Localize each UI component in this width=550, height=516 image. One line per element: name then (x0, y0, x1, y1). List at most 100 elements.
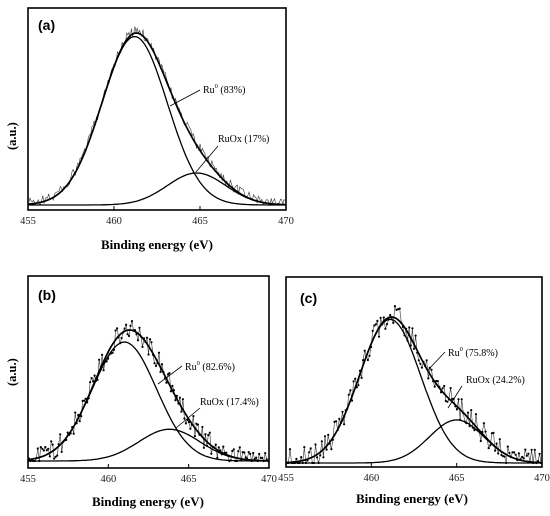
raw-data-point (538, 452, 541, 455)
raw-data-point (192, 415, 195, 418)
raw-data-point (255, 456, 258, 459)
raw-data-point (352, 380, 355, 383)
raw-data-point (524, 448, 527, 451)
raw-data-point (59, 433, 62, 436)
raw-data-point (264, 452, 267, 455)
raw-data-point (141, 345, 144, 348)
raw-data-point (479, 439, 482, 443)
raw-data-point (482, 422, 485, 425)
raw-data-point (116, 327, 119, 330)
raw-data-point (92, 380, 95, 383)
raw-data-point (382, 316, 385, 319)
raw-data-point (308, 451, 311, 454)
raw-data-point (111, 351, 114, 354)
raw-data-point (47, 447, 50, 450)
annotation-ru0-b: Ru0 (82.6%) (185, 360, 235, 373)
fit-envelope (285, 316, 543, 464)
raw-data-point (484, 430, 487, 433)
x-axis-label-a: Binding energy (eV) (101, 237, 213, 252)
raw-data-point (414, 334, 417, 337)
raw-data-point (150, 341, 153, 344)
raw-data-point (511, 451, 514, 454)
raw-data-point (101, 353, 104, 356)
leader-ru0-a (169, 89, 201, 107)
raw-data-point (153, 362, 156, 365)
raw-data-point (265, 458, 268, 461)
raw-data-point (514, 453, 517, 456)
raw-data-point (347, 393, 350, 396)
raw-data-point (451, 397, 454, 401)
raw-data-point (225, 451, 228, 454)
raw-data-point (189, 427, 192, 430)
raw-data-point (354, 377, 357, 380)
raw-data-point (300, 456, 303, 459)
panel-label-a: (a) (38, 17, 55, 33)
raw-data-point (237, 450, 240, 453)
raw-data-point (343, 423, 346, 426)
raw-data-point (420, 366, 423, 369)
raw-data-point (533, 448, 536, 451)
raw-data-point (371, 329, 374, 332)
raw-data-point (42, 449, 45, 452)
raw-data-point (171, 384, 174, 387)
x-ticks-a: 455 460 465 470 (20, 206, 294, 227)
raw-data-point (376, 319, 379, 322)
raw-data-point (54, 455, 57, 458)
raw-data-point (160, 363, 164, 366)
raw-data-point (489, 444, 492, 447)
raw-data-point (168, 372, 171, 375)
raw-data-point (201, 425, 204, 429)
raw-data-point (503, 455, 506, 458)
raw-data-point (123, 327, 126, 330)
x-tick-label: 455 (278, 473, 294, 484)
raw-data-point (238, 446, 241, 449)
plot-frame-c (285, 276, 543, 468)
x-tick-label: 470 (534, 473, 550, 484)
raw-data-point (222, 445, 225, 448)
raw-data-point (159, 370, 162, 373)
raw-data-point (120, 337, 123, 340)
raw-data-point (521, 455, 524, 459)
panel-label-c: (c) (300, 290, 317, 306)
raw-data-point (261, 456, 264, 459)
raw-data-point (522, 457, 525, 460)
raw-data-point (487, 447, 490, 450)
raw-data-point (216, 456, 219, 459)
x-tick-label: 465 (181, 474, 197, 485)
raw-data-point (244, 456, 247, 459)
raw-data-point (232, 448, 235, 451)
raw-data-point (433, 385, 436, 388)
raw-data-point (506, 445, 509, 448)
plot-frame-a (27, 7, 287, 211)
raw-data-point (39, 446, 42, 449)
raw-data-point (473, 429, 476, 432)
raw-data-point (419, 362, 422, 365)
raw-data-point (169, 390, 172, 393)
raw-data-point (449, 387, 452, 390)
raw-data-point (357, 384, 360, 387)
raw-data-point (93, 374, 96, 377)
raw-data-point (498, 438, 501, 441)
raw-data-point (320, 440, 323, 443)
raw-data-point (430, 368, 433, 371)
x-tick-label: 455 (20, 216, 36, 227)
leader-ruox-b (175, 407, 201, 429)
raw-data-point (368, 354, 371, 357)
raw-data-point (322, 456, 325, 459)
raw-data-point (513, 451, 516, 454)
raw-data-point (36, 447, 39, 450)
raw-data-point (48, 455, 51, 458)
raw-data-point (384, 327, 387, 330)
raw-data-point (457, 398, 460, 401)
raw-data-point (114, 329, 117, 332)
raw-data-point (166, 373, 170, 376)
raw-data-point (210, 452, 213, 455)
raw-data-point (389, 313, 392, 317)
raw-data-point (202, 446, 205, 449)
raw-data-point (44, 446, 47, 449)
plot-area-c (285, 305, 543, 465)
raw-data-point (441, 387, 444, 390)
raw-data-point (417, 359, 420, 362)
raw-data-line (28, 26, 286, 207)
raw-data-point (366, 358, 369, 362)
